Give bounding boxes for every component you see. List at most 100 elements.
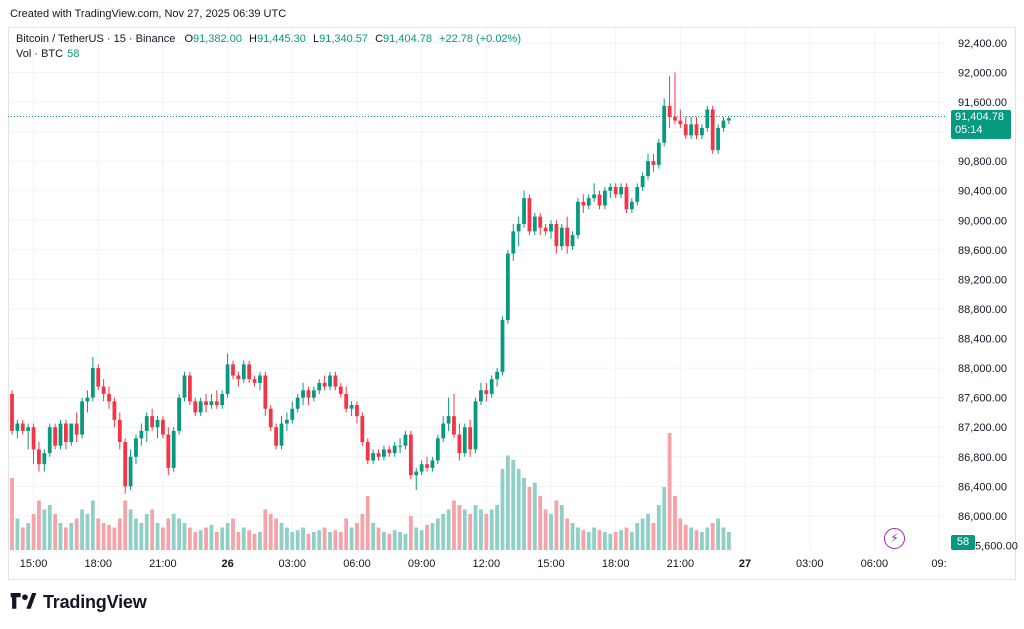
volume-bar: [37, 500, 41, 550]
candle-body: [231, 364, 235, 376]
volume-bar: [47, 505, 52, 550]
candle-body: [500, 320, 505, 372]
legend-volume-value: 58: [67, 48, 80, 60]
volume-bar: [700, 532, 704, 550]
volume-bar: [516, 469, 521, 550]
candle-body: [220, 393, 225, 406]
price-axis-label: 87,200.00: [958, 422, 1007, 434]
volume-bar: [90, 500, 95, 550]
legend-high-value: 91,445.30: [256, 33, 306, 45]
price-axis-label: 5,600.00: [975, 540, 1018, 552]
price-axis-label: 92,400.00: [958, 38, 1007, 50]
volume-bar: [290, 532, 295, 550]
candle-body: [522, 198, 526, 224]
volume-bar: [58, 523, 63, 550]
candle-body: [268, 408, 273, 428]
candle-body: [700, 127, 704, 136]
time-axis-label: 26: [221, 558, 233, 570]
volume-bar: [403, 533, 408, 550]
volume-bar: [489, 509, 494, 550]
candle-body: [640, 175, 645, 188]
candle-body: [360, 416, 365, 442]
candle-body: [328, 375, 332, 387]
volume-bar: [398, 532, 402, 550]
candle-body: [139, 430, 144, 439]
candle-body: [392, 445, 397, 454]
price-axis-label: 90,800.00: [958, 156, 1007, 168]
candle-body: [619, 187, 623, 195]
volume-bar: [236, 532, 241, 550]
candle-body: [673, 116, 677, 121]
candle-body: [322, 382, 327, 387]
volume-bar: [177, 518, 181, 550]
candle-body: [565, 227, 570, 247]
volume-bar: [333, 530, 338, 550]
candle-body: [608, 187, 613, 191]
candle-body: [349, 405, 354, 409]
candle-body: [47, 427, 52, 454]
candle-body: [209, 401, 214, 406]
candle-body: [435, 438, 440, 461]
footer-brand: TradingView: [43, 592, 147, 612]
candle-body: [123, 442, 128, 487]
candle-body: [689, 124, 694, 136]
legend-symbol[interactable]: Bitcoin / TetherUS · 15 · Binance: [16, 33, 176, 45]
volume-bar: [662, 487, 667, 550]
candle-body: [425, 464, 429, 468]
lightning-icon[interactable]: ⚡: [884, 528, 905, 549]
volume-bar: [134, 518, 138, 550]
volume-bar: [317, 530, 322, 550]
volume-bar: [473, 505, 478, 550]
candle-body: [15, 423, 20, 431]
candle-body: [662, 105, 667, 143]
volume-bar: [382, 532, 386, 550]
candle-body: [505, 253, 510, 321]
candle-body: [721, 120, 726, 128]
candle-body: [479, 390, 483, 402]
volume-bar: [538, 496, 543, 550]
candle-body: [387, 449, 392, 454]
volume-bar: [112, 527, 117, 550]
candle-body: [107, 393, 111, 402]
candle-body: [592, 194, 597, 199]
volume-bar: [629, 532, 634, 550]
volume-bar: [624, 527, 629, 550]
volume-bar: [166, 518, 171, 550]
volume-bar: [258, 532, 262, 550]
legend-change-value: +22.78 (+0.02%): [439, 33, 521, 45]
volume-bar: [123, 500, 128, 550]
candle-body: [284, 419, 289, 424]
price-axis-label: 86,000.00: [958, 511, 1007, 523]
candle-body: [198, 401, 203, 413]
legend-volume-label[interactable]: Vol · BTC: [16, 48, 64, 60]
candle-body: [166, 434, 171, 468]
candle-body: [716, 127, 720, 151]
candle-body: [527, 198, 532, 232]
candle-body: [656, 142, 661, 165]
legend-volume-row: Vol · BTC 58: [16, 47, 521, 62]
volume-bar: [20, 527, 25, 550]
time-axis-label: 12:00: [473, 558, 501, 570]
volume-bar: [678, 518, 683, 550]
price-axis-label: 90,000.00: [958, 215, 1007, 227]
volume-bar: [144, 514, 149, 550]
candle-body: [365, 442, 370, 461]
volume-bar: [355, 523, 359, 550]
candle-body: [301, 390, 305, 398]
volume-bar: [252, 533, 257, 550]
time-axis-label: 21:00: [149, 558, 177, 570]
volume-bar: [284, 527, 289, 550]
volume-bar: [656, 505, 661, 550]
candle-body: [543, 227, 548, 232]
candle-body: [171, 430, 176, 468]
candle-body: [182, 375, 187, 398]
volume-bar: [231, 518, 235, 550]
legend-high-label: H: [249, 33, 257, 45]
price-axis-label: 91,600.00: [958, 97, 1007, 109]
candle-body: [376, 453, 381, 457]
volume-bar: [198, 530, 203, 550]
candle-body: [629, 201, 634, 210]
candle-body: [177, 397, 181, 431]
candle-body: [559, 227, 564, 247]
